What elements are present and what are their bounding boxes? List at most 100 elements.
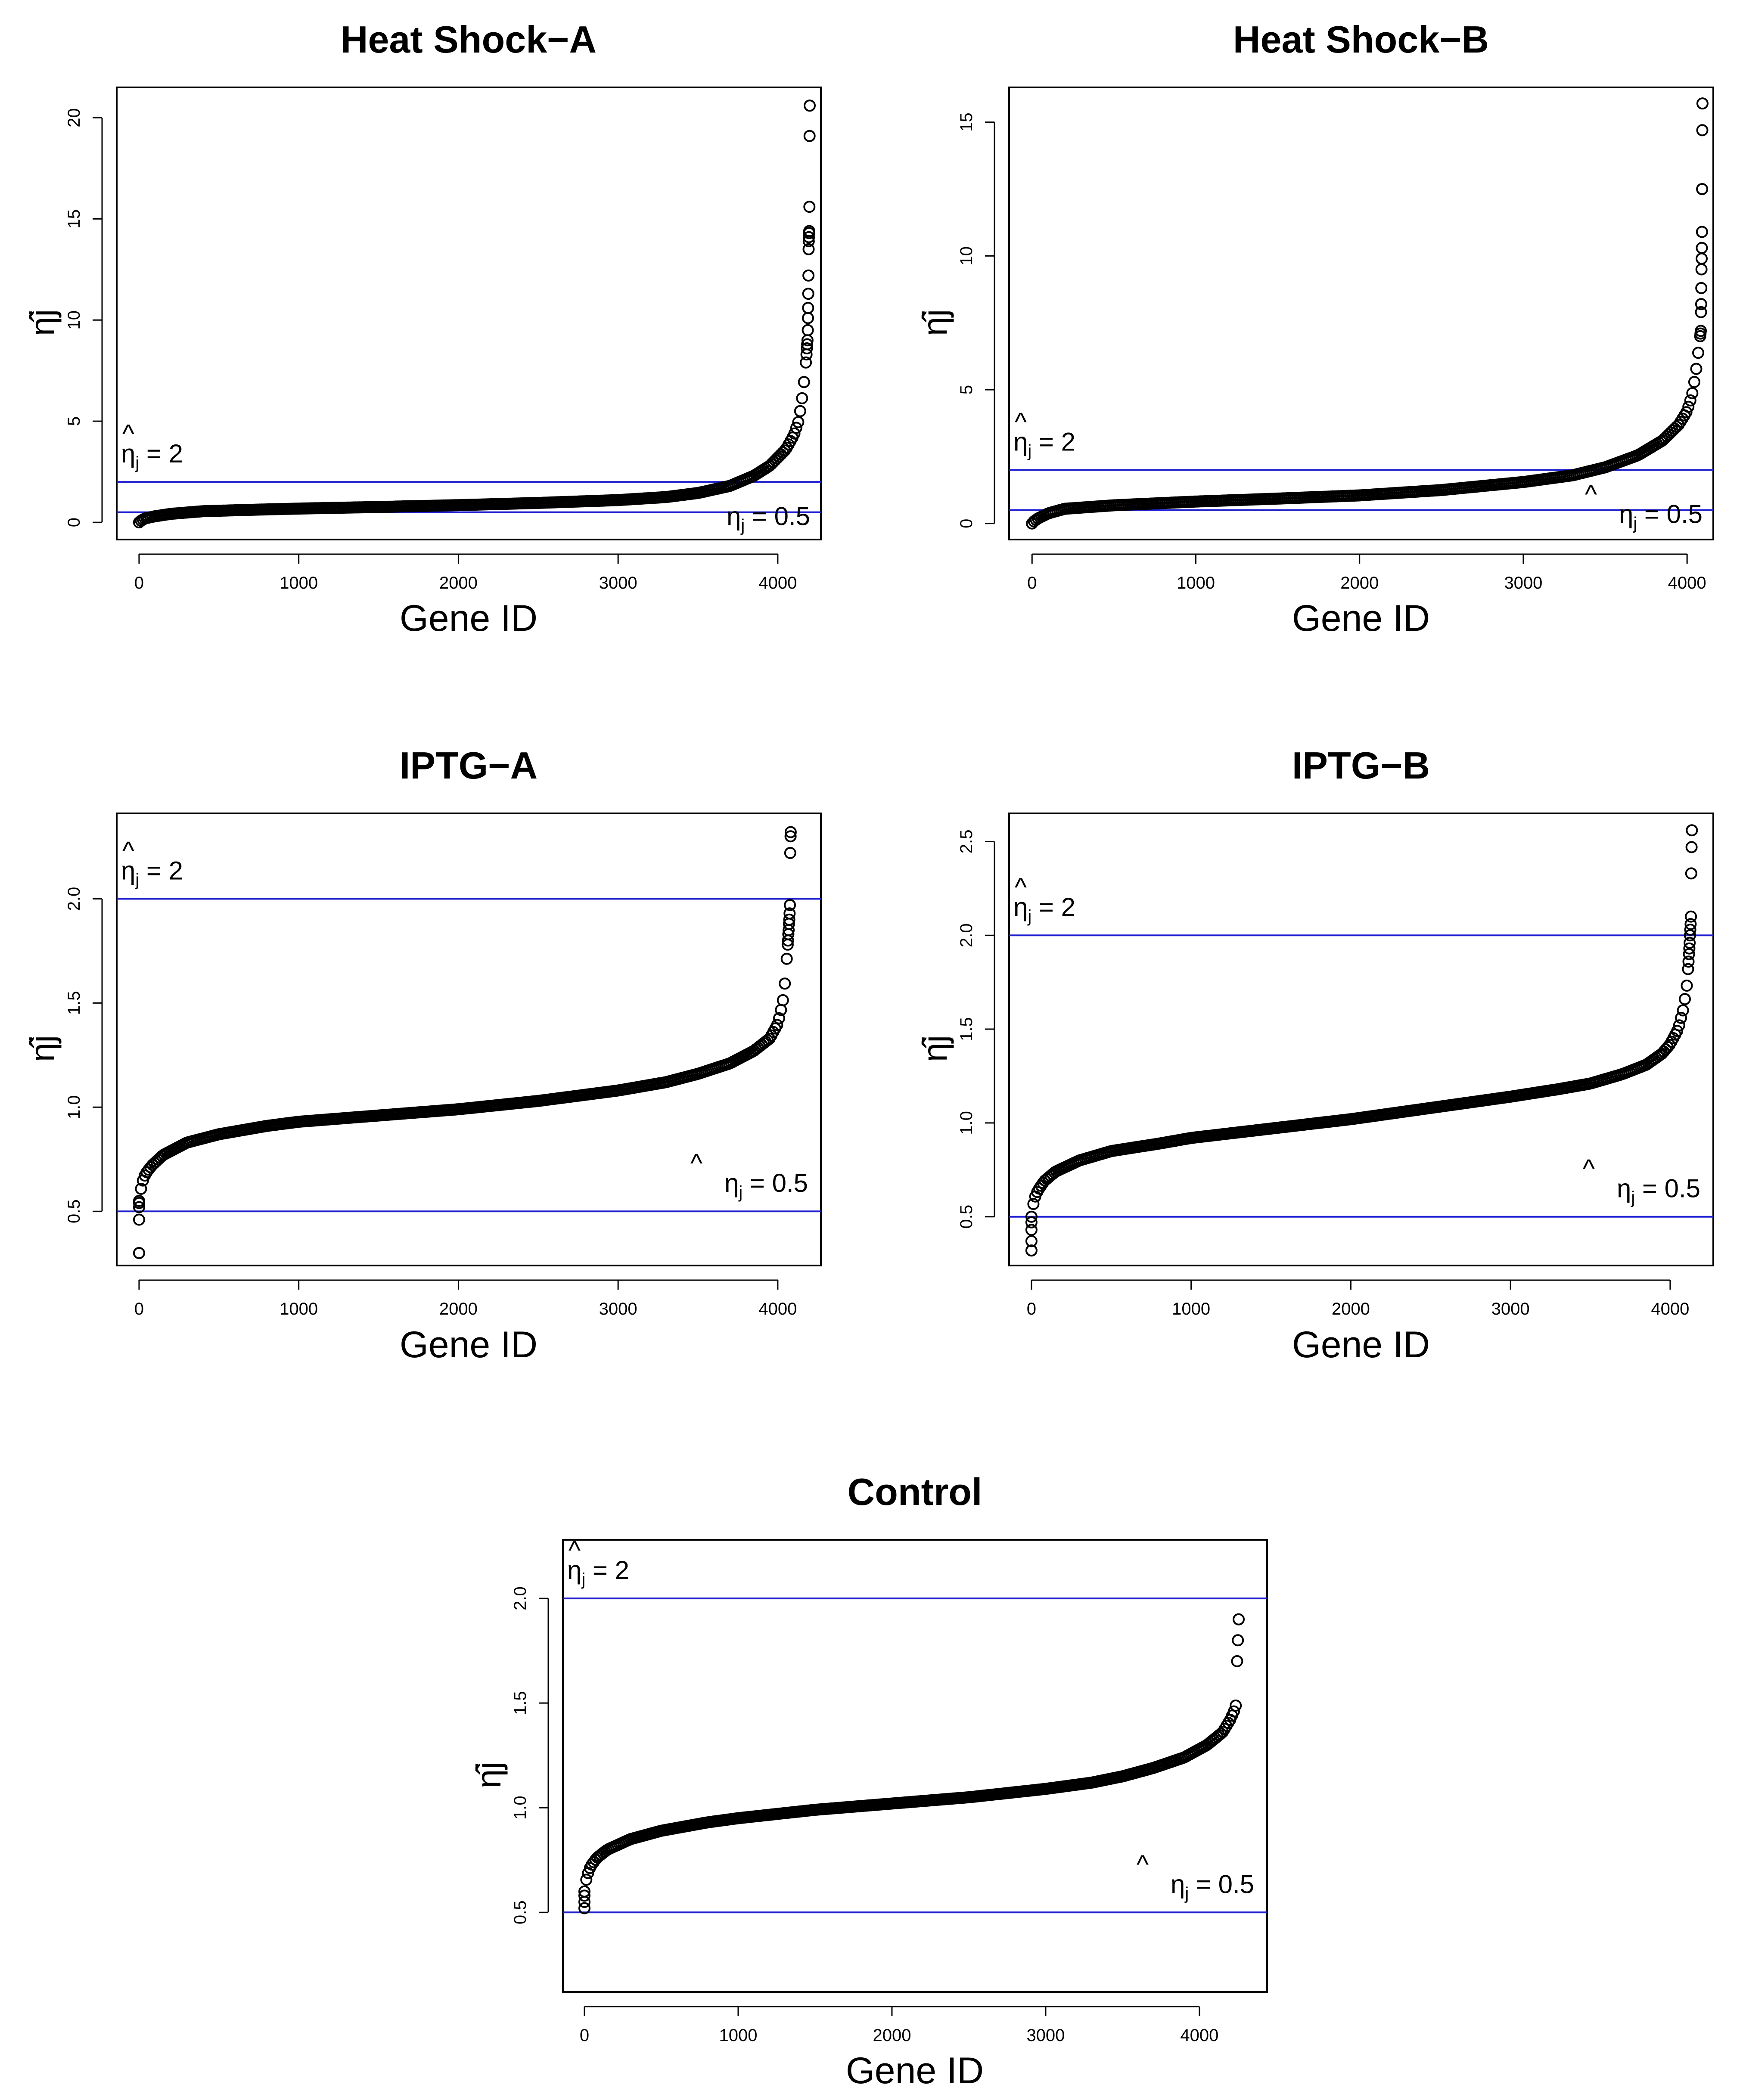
x-axis-label: Gene ID — [1292, 598, 1430, 639]
data-point-outlier — [802, 324, 814, 336]
y-tick-label: 1.0 — [957, 1111, 976, 1135]
panel-title: Heat Shock−A — [341, 18, 597, 61]
y-tick-label: 2.0 — [65, 887, 84, 911]
y-axis-label-text: η̂j — [916, 1035, 954, 1062]
panel-iptg-b: IPTG−B 0 1000 2000 3000 4000 0.5 1.0 1.5 2.0 2.5… — [916, 744, 1714, 1365]
annotation-text: ηj = 0.5 — [724, 1169, 808, 1202]
data-point-outlier — [133, 1247, 145, 1259]
reference-lines — [563, 1597, 1267, 1914]
annotation-rest: = 2 — [139, 439, 183, 468]
data-point — [1227, 1705, 1240, 1718]
y-tick-label: 0 — [957, 519, 976, 528]
data-point-outlier — [1025, 1216, 1038, 1228]
data-point-outlier — [803, 130, 816, 142]
annotation-subscript: j — [135, 870, 139, 889]
data-point — [788, 427, 801, 440]
x-axis-label: Gene ID — [400, 598, 538, 639]
x-axis-label: Gene ID — [846, 2050, 984, 2091]
annotation-base: η — [567, 1556, 581, 1585]
data-point-outlier — [1682, 963, 1694, 975]
annotation-text: ηj = 0.5 — [727, 502, 810, 535]
y-tick-label: 1.5 — [511, 1691, 530, 1715]
panel-title: Control — [848, 1470, 982, 1513]
data-point-outlier — [803, 231, 815, 243]
annotation-base: η — [1619, 500, 1633, 529]
y-tick-label: 2.0 — [957, 923, 976, 947]
annotation-subscript: j — [581, 1570, 585, 1589]
data-point-outlier — [802, 288, 814, 300]
annotations: ηj = 2^ηj = 0.5^ — [567, 1536, 1254, 1903]
data-point-outlier — [784, 826, 797, 838]
y-tick-label: 1.5 — [957, 1017, 976, 1041]
annotation-text: ηj = 2 — [1013, 893, 1075, 926]
x-tick-label: 4000 — [758, 574, 797, 592]
y-axis-label: η̂j — [469, 1762, 508, 1788]
data-point-outlier — [578, 1896, 590, 1908]
annotation-hat: ^ — [1585, 480, 1597, 509]
annotation-rest: = 2 — [1032, 893, 1075, 921]
annotation-subscript: j — [1027, 441, 1032, 460]
annotation-hat: ^ — [1137, 1850, 1149, 1879]
x-tick-label: 4000 — [758, 1300, 797, 1318]
annotation-base: η — [1617, 1174, 1631, 1203]
y-tick-label: 10 — [957, 246, 976, 266]
x-tick-label: 1000 — [719, 2026, 757, 2045]
annotation-base: η — [1171, 1870, 1185, 1898]
annotation-base: η — [1013, 427, 1028, 456]
data-point — [1680, 406, 1693, 419]
x-tick-label: 1000 — [280, 1300, 318, 1318]
data-point — [1692, 347, 1704, 359]
data-point-outlier — [801, 342, 813, 354]
data-point — [1681, 980, 1693, 992]
x-tick-label: 3000 — [1504, 574, 1542, 592]
data-point — [1679, 993, 1691, 1005]
x-tick-label: 4000 — [1668, 574, 1706, 592]
data-point — [773, 1012, 785, 1024]
panel-title: IPTG−A — [400, 744, 538, 787]
data-point — [1673, 1019, 1685, 1032]
y-axis: 0.5 1.0 1.5 2.0 — [511, 1586, 549, 1924]
annotation-base: η — [1013, 893, 1028, 921]
reference-lines — [117, 898, 821, 1213]
x-tick-label: 2000 — [439, 1300, 478, 1318]
y-tick-label: 0.5 — [65, 1199, 84, 1223]
x-tick-label: 3000 — [599, 574, 637, 592]
x-tick-label: 4000 — [1180, 2026, 1218, 2045]
x-tick-label: 0 — [134, 574, 144, 592]
data-points — [133, 826, 797, 1259]
y-axis: 0.5 1.0 1.5 2.0 2.5 — [957, 830, 995, 1229]
data-point-outlier — [784, 847, 796, 859]
annotation-hat: ^ — [1583, 1154, 1595, 1183]
y-tick-label: 15 — [65, 209, 84, 229]
data-point-outlier — [1683, 942, 1696, 955]
x-tick-label: 3000 — [1026, 2026, 1065, 2045]
data-point-outlier — [578, 1902, 590, 1914]
data-point-outlier — [1232, 1634, 1244, 1647]
y-axis-label-text: η̂j — [916, 309, 954, 336]
annotation-subscript: j — [740, 516, 745, 535]
annotation-label: ηj = 0.5 ^ — [1583, 1154, 1700, 1207]
annotations: ηj = 2^ηj = 0.5^ — [1013, 407, 1703, 533]
annotation-label: ηj = 0.5 ^ — [690, 1149, 808, 1202]
panel-title: IPTG−B — [1292, 744, 1430, 787]
data-point-outlier — [803, 201, 816, 213]
y-axis-label: η̂j — [23, 1035, 62, 1062]
panel-heat-shock-b: Heat Shock−B 0 1000 2000 3000 4000 0 5 10 15 Ge… — [916, 18, 1714, 639]
data-point-outlier — [1696, 97, 1709, 110]
data-point — [1025, 1210, 1038, 1223]
y-tick-label: 0.5 — [957, 1205, 976, 1229]
data-points — [1026, 97, 1709, 530]
data-point-outlier — [1696, 242, 1708, 254]
panel-control: Control 0 1000 2000 3000 4000 0.5 1.0 1.5 2.0 G… — [469, 1470, 1268, 2091]
data-point-outlier — [133, 1197, 145, 1209]
annotation-hat: ^ — [122, 419, 134, 448]
data-point-outlier — [1685, 910, 1697, 923]
data-points — [578, 1613, 1245, 1914]
data-point — [771, 1019, 783, 1031]
annotation-subscript: j — [1631, 1188, 1635, 1207]
annotation-hat: ^ — [122, 836, 134, 865]
data-point-outlier — [1684, 924, 1696, 936]
data-point-outlier — [802, 243, 815, 255]
